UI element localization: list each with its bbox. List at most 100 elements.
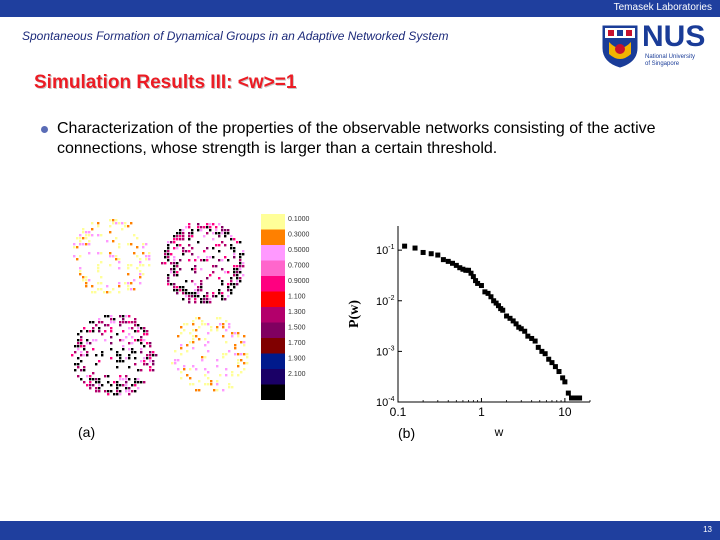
matrix-cell [209,301,212,304]
matrix-cell [85,282,88,285]
matrix-cell [83,369,86,372]
matrix-cell [125,378,128,381]
matrix-cell [92,339,95,342]
matrix-cell [200,268,203,271]
matrix-cell [140,369,143,372]
matrix-cell [176,244,179,247]
matrix-cell [188,301,191,304]
matrix-cell [227,295,230,298]
matrix-cell [224,256,227,259]
matrix-cell [188,235,191,238]
matrix-cell [233,268,236,271]
matrix-cell [85,285,88,288]
matrix-cell [79,273,82,276]
matrix-cell [85,234,88,237]
matrix-cell [182,289,185,292]
matrix-cell [100,282,103,285]
matrix-cell [91,285,94,288]
matrix-cell [212,223,215,226]
matrix-cell [227,271,230,274]
matrix-cell [140,381,143,384]
y-tick-label: 10-3 [376,345,395,358]
matrix-cell [82,243,85,246]
matrix-cell [179,238,182,241]
matrix-cell [236,283,239,286]
matrix-cell [239,265,242,268]
matrix-cell [195,389,198,392]
data-point [565,390,571,396]
data-point [488,294,494,300]
matrix-cell [134,381,137,384]
matrix-cell [234,344,237,347]
matrix-cell [119,393,122,396]
matrix-cell [127,264,130,267]
matrix-cell [152,369,155,372]
matrix-cell [137,387,140,390]
matrix-cell [179,289,182,292]
matrix-cell [143,357,146,360]
matrix-cell [79,237,82,240]
matrix-cell [134,390,137,393]
matrix-cell [95,378,98,381]
matrix-cell [139,276,142,279]
matrix-cell [240,371,243,374]
matrix-cell [200,283,203,286]
matrix-cell [167,283,170,286]
matrix-cell [188,244,191,247]
matrix-cell [73,246,76,249]
matrix-cell [200,226,203,229]
matrix-cell [221,241,224,244]
matrix-cell [74,363,77,366]
matrix-cell [125,375,128,378]
matrix-cell [176,292,179,295]
matrix-cell [200,298,203,301]
matrix-cell [98,360,101,363]
matrix-cell [137,369,140,372]
matrix-cell [124,282,127,285]
logo-wordmark: NUS [642,20,706,53]
matrix-cell [218,244,221,247]
matrix-cell [113,321,116,324]
matrix-cell [101,384,104,387]
matrix-cell [128,378,131,381]
matrix-cell [125,315,128,318]
matrix-cell [109,231,112,234]
matrix-cell [134,363,137,366]
matrix-cell [146,357,149,360]
matrix-cell [85,279,88,282]
matrix-cell [231,371,234,374]
matrix-cell [240,359,243,362]
matrix-cell [140,342,143,345]
matrix-cell [237,359,240,362]
data-point [482,289,488,295]
matrix-cell [239,277,242,280]
matrix-cell [128,315,131,318]
data-point [463,267,469,273]
matrix-cell [104,330,107,333]
matrix-cell [107,375,110,378]
matrix-cell [213,389,216,392]
matrix-cell [236,280,239,283]
matrix-cell [130,282,133,285]
matrix-cell [236,265,239,268]
matrix-cell [179,229,182,232]
matrix-cell [243,362,246,365]
matrix-cell [234,353,237,356]
matrix-cell [106,285,109,288]
matrix-cell [176,274,179,277]
matrix-cell [97,264,100,267]
matrix-cell [97,225,100,228]
matrix-cell [149,342,152,345]
matrix-cell [122,318,125,321]
bullet-icon [41,126,48,133]
matrix-cell [128,366,131,369]
matrix-cell [239,268,242,271]
matrix-cell [98,378,101,381]
matrix-cell [80,336,83,339]
matrix-cell [140,336,143,339]
matrix-cell [176,235,179,238]
matrix-cell [89,384,92,387]
matrix-cell [86,354,89,357]
matrix-cell [112,240,115,243]
matrix-cell [74,345,77,348]
